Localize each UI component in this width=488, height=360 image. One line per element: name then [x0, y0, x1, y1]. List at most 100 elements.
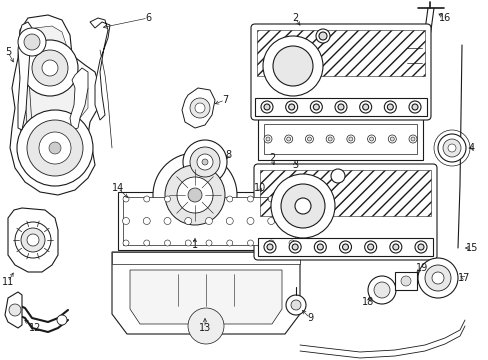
Text: 2: 2 — [291, 13, 298, 23]
Circle shape — [187, 308, 224, 344]
Circle shape — [400, 276, 410, 286]
Circle shape — [373, 282, 389, 298]
Circle shape — [288, 217, 295, 225]
Circle shape — [143, 217, 150, 225]
Circle shape — [205, 196, 212, 202]
Circle shape — [315, 29, 329, 43]
Text: 18: 18 — [361, 297, 373, 307]
Circle shape — [268, 196, 274, 202]
Circle shape — [337, 104, 343, 110]
Circle shape — [367, 244, 373, 250]
Polygon shape — [20, 26, 88, 180]
Circle shape — [291, 244, 298, 250]
Circle shape — [27, 234, 39, 246]
Circle shape — [339, 241, 351, 253]
Circle shape — [384, 101, 395, 113]
Circle shape — [202, 159, 207, 165]
Circle shape — [266, 244, 272, 250]
Polygon shape — [182, 88, 215, 128]
Circle shape — [143, 196, 149, 202]
Circle shape — [270, 174, 334, 238]
Circle shape — [447, 144, 455, 152]
Circle shape — [288, 240, 294, 246]
Circle shape — [284, 135, 292, 143]
Circle shape — [153, 153, 237, 237]
Circle shape — [205, 240, 212, 246]
Circle shape — [32, 50, 68, 86]
Circle shape — [226, 196, 232, 202]
FancyBboxPatch shape — [250, 24, 430, 120]
Circle shape — [364, 241, 376, 253]
Circle shape — [417, 258, 457, 298]
Circle shape — [15, 222, 51, 258]
Circle shape — [392, 244, 398, 250]
Polygon shape — [8, 208, 58, 272]
Polygon shape — [70, 68, 88, 130]
Bar — [394, 272, 416, 290]
Circle shape — [263, 36, 323, 96]
Circle shape — [367, 276, 395, 304]
Text: 2: 2 — [268, 153, 275, 163]
Circle shape — [246, 217, 253, 225]
Polygon shape — [10, 15, 100, 195]
Circle shape — [387, 135, 395, 143]
Text: 11: 11 — [2, 277, 14, 287]
Text: 19: 19 — [415, 263, 427, 273]
Circle shape — [17, 110, 93, 186]
Circle shape — [195, 103, 204, 113]
Circle shape — [334, 101, 346, 113]
Circle shape — [414, 241, 426, 253]
Circle shape — [389, 137, 393, 141]
Circle shape — [163, 217, 171, 225]
Bar — [118, 192, 299, 250]
Text: 5: 5 — [5, 47, 11, 57]
Circle shape — [317, 244, 323, 250]
Circle shape — [268, 240, 274, 246]
Text: 17: 17 — [457, 273, 469, 283]
Circle shape — [164, 196, 170, 202]
Circle shape — [285, 101, 297, 113]
Bar — [264, 124, 416, 154]
Circle shape — [367, 135, 375, 143]
Circle shape — [49, 142, 61, 154]
Text: 9: 9 — [306, 313, 312, 323]
Circle shape — [18, 28, 46, 56]
FancyBboxPatch shape — [253, 164, 436, 260]
Text: 1: 1 — [192, 240, 198, 250]
Circle shape — [288, 196, 294, 202]
Bar — [258, 118, 422, 160]
Circle shape — [185, 196, 191, 202]
Circle shape — [264, 104, 269, 110]
Circle shape — [431, 272, 443, 284]
Circle shape — [346, 135, 354, 143]
Polygon shape — [5, 292, 22, 328]
Circle shape — [226, 217, 233, 225]
Circle shape — [411, 104, 417, 110]
Circle shape — [313, 104, 319, 110]
Circle shape — [247, 240, 253, 246]
Text: 6: 6 — [144, 13, 151, 23]
Text: 12: 12 — [29, 323, 41, 333]
Text: 3: 3 — [291, 160, 298, 170]
Text: 15: 15 — [465, 243, 477, 253]
Circle shape — [123, 196, 129, 202]
Circle shape — [226, 240, 232, 246]
Circle shape — [318, 32, 326, 40]
Circle shape — [286, 137, 290, 141]
Circle shape — [389, 241, 401, 253]
Bar — [254, 98, 426, 116]
Circle shape — [272, 46, 312, 86]
Circle shape — [288, 241, 301, 253]
Circle shape — [288, 104, 294, 110]
Circle shape — [122, 217, 129, 225]
Circle shape — [143, 240, 149, 246]
Circle shape — [294, 198, 310, 214]
Circle shape — [57, 315, 67, 325]
Circle shape — [325, 135, 333, 143]
Circle shape — [285, 295, 305, 315]
Circle shape — [342, 244, 348, 250]
Text: 10: 10 — [253, 183, 265, 193]
Circle shape — [21, 228, 45, 252]
Circle shape — [24, 34, 40, 50]
Circle shape — [22, 40, 78, 96]
